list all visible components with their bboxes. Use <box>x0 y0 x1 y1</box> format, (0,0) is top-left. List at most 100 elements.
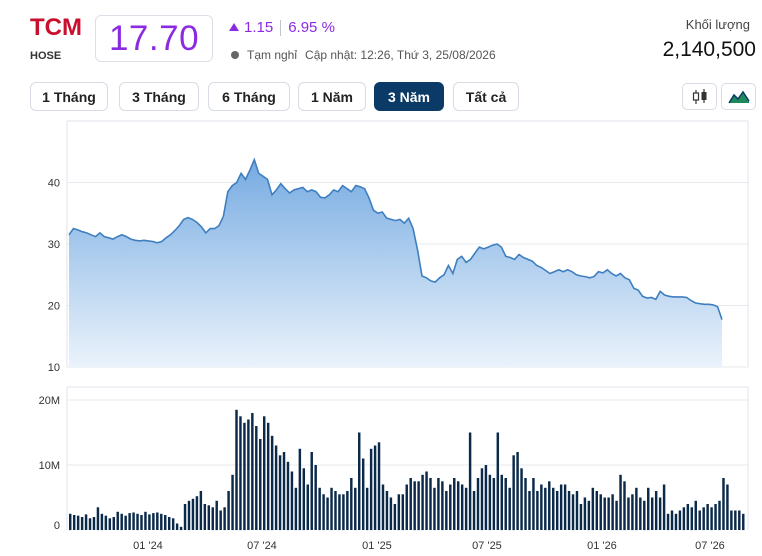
volume-bar <box>405 484 408 530</box>
x-tick-label: 01 '25 <box>362 540 392 552</box>
volume-bar <box>437 478 440 530</box>
volume-bar <box>247 419 250 530</box>
volume-bar <box>726 484 729 530</box>
volume-bar <box>734 510 737 530</box>
volume-bar <box>686 504 690 530</box>
volume-bar <box>318 487 321 531</box>
volume-bar <box>128 513 131 530</box>
volume-bar <box>631 494 634 531</box>
change-value: 1.15 <box>244 19 274 36</box>
volume-bar <box>528 491 531 530</box>
volume-bar <box>171 518 175 530</box>
tab-6-months[interactable]: 6 Tháng <box>208 82 290 111</box>
volume-bar <box>496 432 500 530</box>
volume-bar <box>393 504 397 530</box>
volume-bar <box>591 487 595 531</box>
volume-bar <box>654 491 658 530</box>
tab-all[interactable]: Tất cả <box>453 82 519 111</box>
volume-bar <box>207 505 211 530</box>
volume-bar <box>215 500 218 531</box>
area-chart-button[interactable] <box>721 83 756 110</box>
candlestick-icon <box>692 88 706 104</box>
tab-3-years[interactable]: 3 Năm <box>374 82 444 111</box>
volume-bar <box>148 514 151 530</box>
volume-bar <box>583 497 587 530</box>
volume-bar <box>571 494 575 531</box>
volume-bar <box>346 491 349 530</box>
volume-bar <box>397 494 401 531</box>
volume-bar <box>742 513 745 531</box>
volume-bar <box>409 478 412 530</box>
volume-bar <box>670 510 674 530</box>
volume-bar <box>738 510 741 530</box>
tab-3-months[interactable]: 3 Tháng <box>119 82 199 111</box>
volume-bar <box>199 491 203 530</box>
ticker-symbol: TCM <box>30 14 82 41</box>
volume-bar <box>472 491 476 530</box>
change-percent: 6.95 % <box>288 19 335 36</box>
current-price: 17.70 <box>108 18 200 58</box>
volume-bar <box>310 452 313 530</box>
volume-bar <box>314 465 317 530</box>
volume-bar <box>69 513 72 531</box>
volume-bar <box>286 461 290 531</box>
volume-bar <box>453 478 456 530</box>
volume-bar <box>195 496 199 530</box>
volume-bar <box>674 513 678 531</box>
volume-bar <box>433 487 436 531</box>
volume-bar <box>694 500 697 531</box>
volume-bar <box>702 507 705 531</box>
volume-bar <box>132 512 135 530</box>
volume-bar <box>555 491 559 530</box>
volume-bar <box>714 504 717 530</box>
volume-bar <box>223 507 226 531</box>
volume-bar <box>500 474 503 531</box>
volume-bar <box>72 515 76 530</box>
status-text: Tạm nghỉ <box>247 48 298 62</box>
volume-bar <box>456 481 460 531</box>
volume-bar <box>607 497 610 530</box>
volume-bar <box>262 416 266 531</box>
volume-bar <box>484 465 488 530</box>
tab-1-year[interactable]: 1 Năm <box>298 82 366 111</box>
volume-y-tick-label: 0 <box>54 520 60 532</box>
volume-bar <box>100 513 104 531</box>
volume-bar <box>508 487 511 531</box>
volume-bar <box>358 432 361 530</box>
price-y-tick-label: 40 <box>48 178 60 190</box>
x-tick-label: 07 '26 <box>695 540 725 552</box>
volume-bar <box>92 517 96 530</box>
volume-bar <box>449 484 452 530</box>
volume-bar <box>259 439 262 530</box>
volume-bar <box>385 491 389 530</box>
volume-bar <box>298 448 302 531</box>
volume-y-tick-label: 20M <box>39 395 60 407</box>
volume-bar <box>251 413 254 530</box>
market-status: Tạm nghỉ Cập nhật: 12:26, Thứ 3, 25/08/2… <box>231 48 496 62</box>
volume-bar <box>306 484 309 530</box>
volume-bar <box>575 491 579 530</box>
volume-bar <box>136 513 139 531</box>
volume-bar <box>666 513 670 531</box>
volume-bar <box>615 500 618 531</box>
tab-1-month[interactable]: 1 Tháng <box>30 82 108 111</box>
exchange-label: HOSE <box>30 50 62 62</box>
volume-bar <box>116 511 119 530</box>
triangle-up-icon <box>229 22 239 31</box>
volume-bar <box>441 481 444 531</box>
volume-bar <box>544 487 547 531</box>
volume-bar <box>338 494 341 531</box>
volume-bar <box>179 526 183 531</box>
volume-bar <box>326 497 329 530</box>
volume-bar <box>690 507 694 531</box>
candlestick-button[interactable] <box>682 83 717 110</box>
x-tick-label: 07 '24 <box>247 540 277 552</box>
volume-bar <box>623 481 626 531</box>
volume-bar <box>231 474 234 531</box>
volume-bar <box>373 445 377 530</box>
volume-y-tick-label: 10M <box>39 460 60 472</box>
volume-bar <box>175 523 179 530</box>
volume-bar <box>710 507 713 531</box>
volume-bar <box>603 497 606 530</box>
